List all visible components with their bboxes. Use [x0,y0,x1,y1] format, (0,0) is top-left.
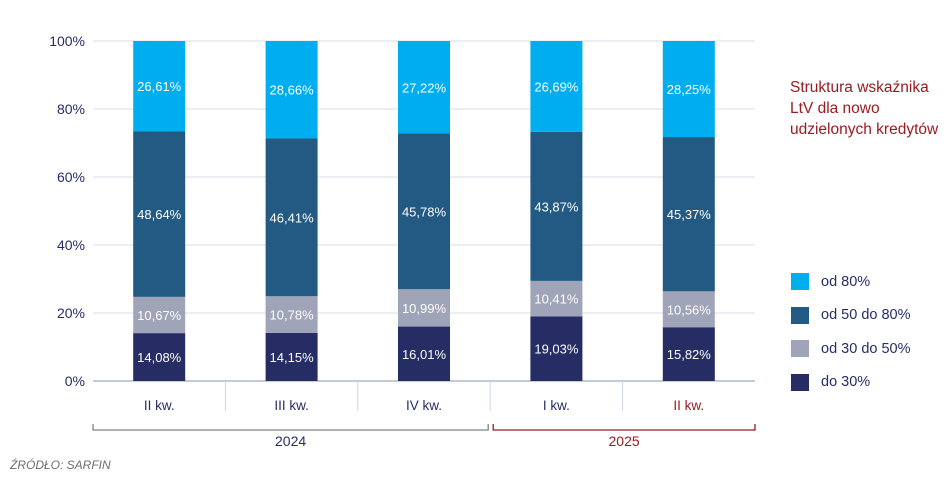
data-label: 45,78% [402,204,447,219]
bar-segment [398,289,450,327]
chart-title: Struktura wskaźnika LtV dla nowo udzielo… [790,79,939,138]
legend: od 80% od 50 do 80% od 30 do 50% do 30% [791,265,911,399]
bar-segment [662,327,715,381]
x-tick-label: I kw. [543,398,570,413]
y-tick-label: 40% [57,237,85,253]
y-tick-label: 60% [57,169,85,185]
bar-segment [265,296,318,333]
bar-segment [265,138,318,297]
data-label: 19,03% [534,342,579,357]
data-label: 27,22% [402,80,447,95]
x-tick-label: II kw. [673,398,704,413]
group-bracket [92,424,489,431]
bar-segment [530,280,583,317]
x-tick-label: III kw. [274,398,309,413]
legend-item-do-30: do 30% [791,366,911,400]
y-tick-label: 80% [57,101,85,117]
source-note: ŹRÓDŁO: SARFIN [10,458,111,472]
legend-item-od-80: od 80% [791,265,911,299]
data-label: 10,67% [137,308,182,323]
bar-segment [662,291,715,328]
bar-segment [662,41,715,138]
data-label: 14,15% [270,350,315,365]
data-label: 16,01% [402,347,447,362]
data-label: 45,37% [667,207,712,222]
data-label: 10,41% [534,292,579,307]
legend-label: od 30 do 50% [821,340,911,357]
bar-segment [133,296,186,334]
y-tick-label: 20% [57,305,85,321]
group-label: 2025 [609,433,640,449]
bar-segment [265,332,318,381]
data-label: 10,99% [402,301,447,316]
data-label: 10,78% [270,308,315,323]
legend-item-od-50-do-80: od 50 do 80% [791,299,911,333]
bar-segment [265,41,318,139]
bar-segment [133,41,186,132]
bar-segment [133,131,186,297]
data-label: 26,69% [534,79,579,94]
group-bracket [492,424,756,431]
data-label: 28,25% [667,82,712,97]
bar-segment [133,333,186,381]
data-label: 43,87% [534,199,579,214]
legend-label: od 80% [821,273,871,290]
legend-swatch [791,306,809,324]
legend-item-od-30-do-50: od 30 do 50% [791,332,911,366]
data-label: 28,66% [270,83,315,98]
data-label: 46,41% [270,210,315,225]
bar-segment [398,41,450,134]
bar-segment [398,326,450,381]
data-label: 26,61% [137,79,182,94]
y-tick-label: 100% [49,33,85,49]
group-label: 2024 [275,433,306,449]
data-label: 15,82% [667,347,712,362]
data-label: 10,56% [667,302,712,317]
x-tick-label: IV kw. [406,398,442,413]
bar-segment [530,316,583,381]
legend-swatch [791,273,809,291]
legend-label: od 50 do 80% [821,307,911,324]
legend-swatch [791,340,809,358]
data-label: 14,08% [137,350,182,365]
bar-segment [662,137,715,292]
data-label: 48,64% [137,207,182,222]
bar-segment [530,41,583,132]
legend-label: do 30% [821,374,871,391]
bar-segment [398,133,450,290]
bar-segment [530,131,583,281]
x-tick-label: II kw. [144,398,175,413]
legend-swatch [791,373,809,391]
y-tick-label: 0% [65,373,85,389]
